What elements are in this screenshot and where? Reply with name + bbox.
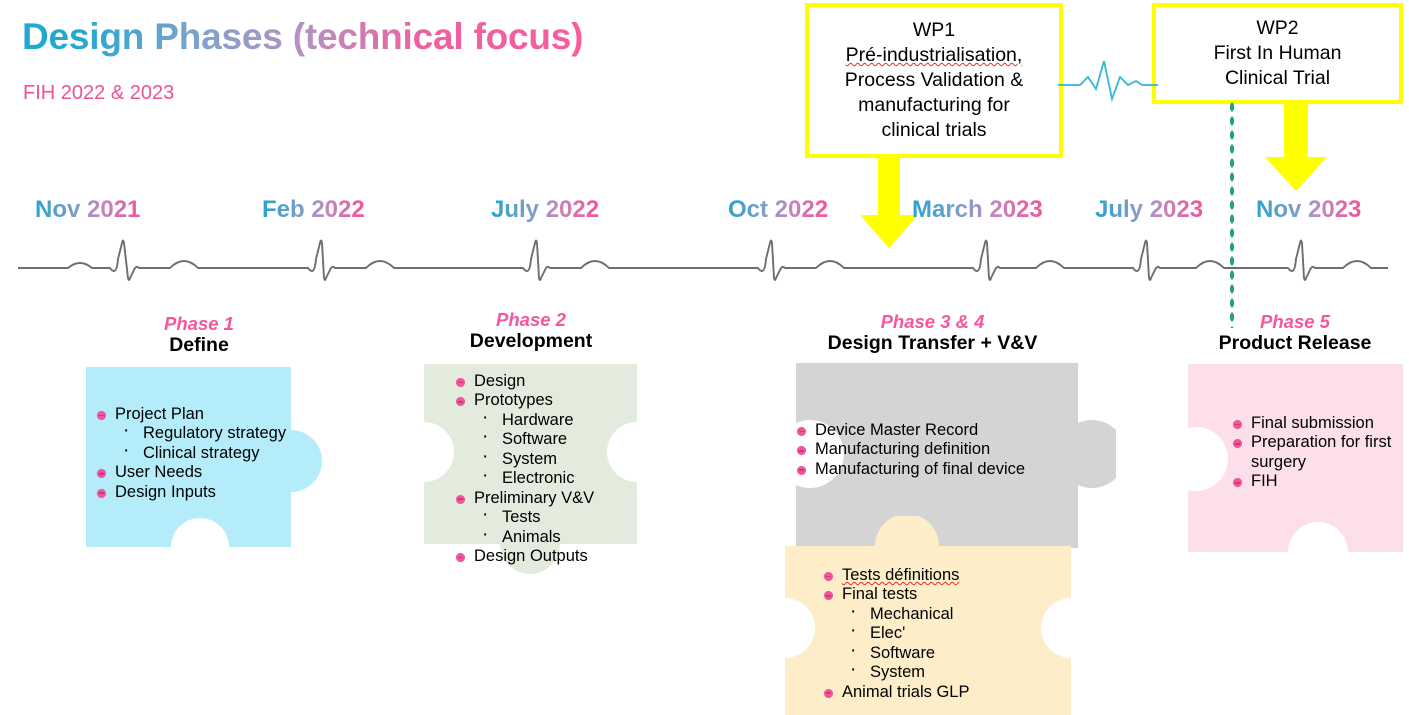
- phase-1-name: Phase 1: [164, 313, 234, 334]
- list-item: Preliminary V&V: [455, 489, 665, 508]
- wp2-callout-box: WP2 First In Human Clinical Trial: [1152, 3, 1403, 104]
- phase-34-header: Phase 3 & 4 Design Transfer + V&V: [795, 311, 1070, 356]
- list-item: Final tests: [823, 585, 1073, 604]
- timeline-date-5: July 2023: [1095, 196, 1204, 223]
- phase-5-name: Phase 5: [1260, 311, 1330, 332]
- phase-1-puzzle-piece: Project Plan Regulatory strategy Clinica…: [86, 367, 334, 547]
- list-item: Hardware: [455, 407, 665, 430]
- phase-2-content: Design Prototypes Hardware Software Syst…: [455, 372, 665, 567]
- yellow-arrow-wp1-icon: [858, 155, 920, 255]
- list-item: System: [455, 446, 665, 469]
- phase-34-sub-content: Tests définitions Final tests Mechanical…: [823, 566, 1073, 702]
- list-item: Design: [455, 372, 665, 391]
- phase-1-title: Define: [169, 334, 229, 357]
- phase-34-sub-bullet-list: Tests définitions Final tests Mechanical…: [823, 566, 1073, 702]
- phase-34-content: Device Master Record Manufacturing defin…: [796, 421, 1076, 479]
- wp1-line-4: clinical trials: [881, 118, 987, 141]
- list-item: Electronic: [455, 465, 665, 488]
- phase-1-content: Project Plan Regulatory strategy Clinica…: [96, 405, 296, 502]
- list-item: Animals: [455, 524, 665, 547]
- wp2-line-0: WP2: [1256, 17, 1299, 40]
- list-item: Manufacturing definition: [796, 440, 1076, 459]
- list-item: Regulatory strategy: [96, 420, 296, 443]
- phase-34-title: Design Transfer + V&V: [827, 332, 1038, 355]
- phase-2-bullet-list: Design Prototypes Hardware Software Syst…: [455, 372, 665, 567]
- list-item: Device Master Record: [796, 421, 1076, 440]
- phase-1-bullet-list: Project Plan Regulatory strategy Clinica…: [96, 405, 296, 502]
- phase-2-puzzle-piece: Design Prototypes Hardware Software Syst…: [424, 364, 670, 580]
- cyan-ecg-connector-icon: [1058, 55, 1158, 110]
- phase-5-content: Final submission Preparation for first s…: [1232, 414, 1407, 492]
- list-item: Design Inputs: [96, 483, 296, 502]
- list-item: System: [823, 659, 1073, 682]
- list-item: Prototypes: [455, 391, 665, 410]
- wp1-line-1: Pré-industrialisation,: [845, 44, 1023, 67]
- list-item: Animal trials GLP: [823, 683, 1073, 702]
- list-item: Final submission: [1232, 414, 1407, 433]
- timeline-date-2: July 2022: [491, 196, 600, 223]
- list-item: Mechanical: [823, 601, 1073, 624]
- wp1-line-3: manufacturing for: [858, 93, 1010, 116]
- phase-2-name: Phase 2: [496, 309, 566, 330]
- timeline-date-6: Nov 2023: [1256, 196, 1362, 223]
- page-title: Design Phases (technical focus): [22, 16, 584, 57]
- yellow-arrow-wp2-icon: [1262, 101, 1330, 198]
- list-item: Project Plan: [96, 405, 296, 424]
- list-item: Preparation for first surgery: [1232, 433, 1407, 472]
- green-dotted-divider-line: [1229, 100, 1235, 328]
- wp2-line-1: First In Human: [1213, 42, 1342, 65]
- list-item: Elec': [823, 620, 1073, 643]
- ecg-timeline-waveform: [17, 238, 1389, 303]
- phase-34-sub-puzzle-piece: Tests définitions Final tests Mechanical…: [785, 516, 1085, 715]
- phase-5-puzzle-piece: Final submission Preparation for first s…: [1188, 364, 1409, 580]
- phase-2-title: Development: [469, 330, 593, 353]
- wp1-callout-box: WP1 Pré-industrialisation, Process Valid…: [805, 3, 1063, 158]
- wp1-line-0: WP1: [912, 19, 956, 42]
- list-item: User Needs: [96, 463, 296, 482]
- phase-5-header: Phase 5 Product Release: [1185, 311, 1405, 356]
- timeline-date-4: March 2023: [912, 196, 1043, 223]
- list-item: Tests définitions: [823, 566, 1073, 585]
- timeline-date-3: Oct 2022: [728, 196, 829, 223]
- list-item: Tests: [455, 504, 665, 527]
- list-item: Design Outputs: [455, 547, 665, 566]
- list-item: Clinical strategy: [96, 440, 296, 463]
- wp2-line-2: Clinical Trial: [1224, 66, 1331, 89]
- phase-1-header: Phase 1 Define: [92, 313, 306, 358]
- phase-34-name: Phase 3 & 4: [880, 311, 985, 332]
- list-item: Software: [455, 426, 665, 449]
- wp1-line-2: Process Validation &: [844, 69, 1024, 92]
- timeline-date-0: Nov 2021: [35, 196, 141, 223]
- phase-2-header: Phase 2 Development: [424, 309, 638, 354]
- list-item: Software: [823, 640, 1073, 663]
- list-item: FIH: [1232, 472, 1407, 491]
- list-item: Manufacturing of final device: [796, 460, 1076, 479]
- phase-34-puzzle-piece: Device Master Record Manufacturing defin…: [748, 363, 1116, 548]
- page-subtitle: FIH 2022 & 2023: [23, 82, 175, 104]
- phase-5-bullet-list: Final submission Preparation for first s…: [1232, 414, 1407, 492]
- timeline-date-1: Feb 2022: [262, 196, 365, 223]
- phase-5-title: Product Release: [1218, 332, 1372, 355]
- phase-34-bullet-list: Device Master Record Manufacturing defin…: [796, 421, 1076, 479]
